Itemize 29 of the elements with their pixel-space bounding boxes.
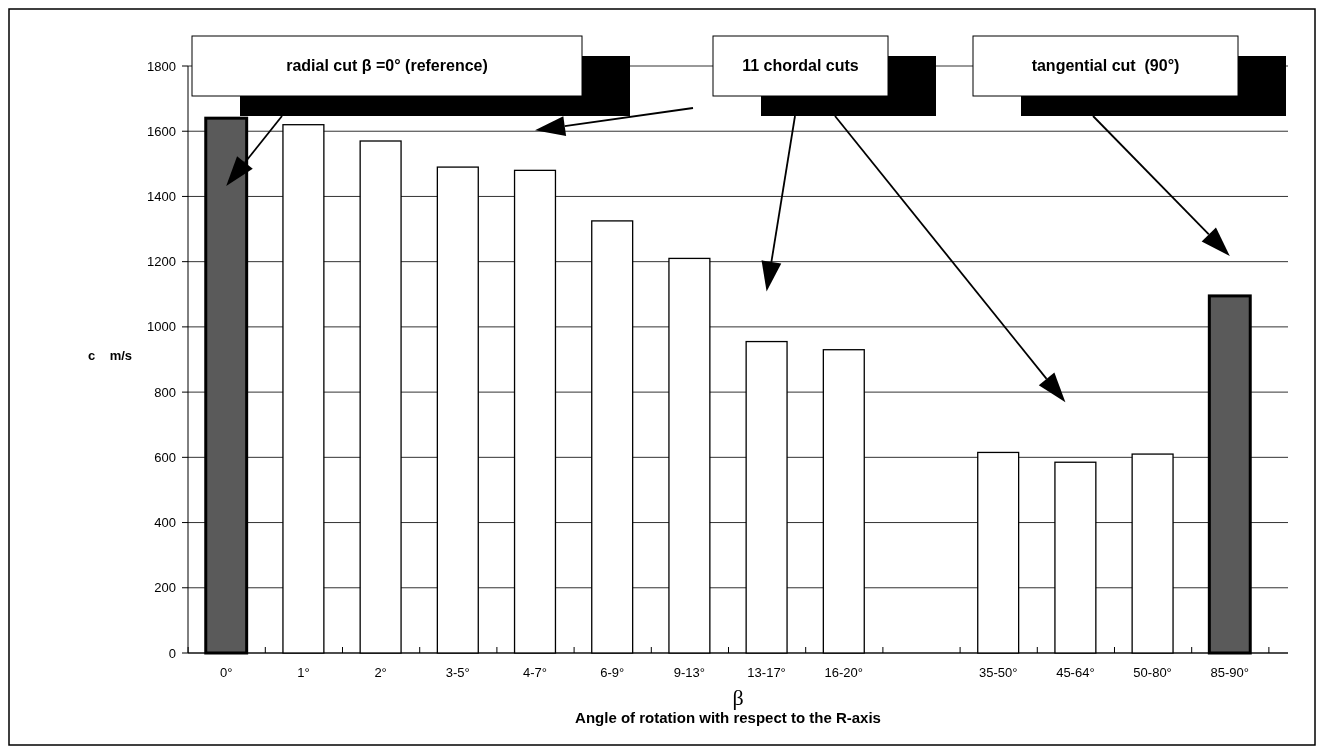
x-tick-label: 13-17°	[747, 665, 786, 680]
y-tick-label: 1200	[147, 254, 176, 270]
y-tick-label: 0	[168, 645, 176, 661]
x-tick-label: 9-13°	[673, 665, 706, 680]
y-tick-label: 600	[154, 449, 176, 465]
y-tick-label: 400	[154, 515, 176, 531]
text: Angle of rotation with respect to the R-axis	[575, 709, 881, 726]
x-tick-label: 4-7°	[523, 665, 548, 680]
x-tick-label: 0°	[219, 665, 233, 680]
x-tick-label: 2°	[374, 665, 387, 680]
x-tick-label: 6-9°	[600, 665, 625, 680]
annotation: radial cut β =0° (reference)	[286, 57, 488, 74]
x-tick-label: 16-20°	[824, 665, 864, 680]
x-tick-label: 35-50°	[978, 665, 1018, 680]
x-tick-label: 1°	[297, 665, 310, 680]
y-axis-title: c m/s	[88, 347, 133, 363]
y-tick-label: 200	[154, 580, 176, 596]
x-tick-label: 3-5°	[445, 665, 470, 680]
x-tick-label: 50-80°	[1133, 665, 1172, 680]
x-axis-title: β	[732, 685, 744, 710]
y-tick-label: 1800	[147, 58, 176, 74]
x-tick-label: 85-90°	[1210, 665, 1250, 680]
y-tick-label: 1000	[147, 319, 176, 335]
x-tick-label: 45-64°	[1056, 665, 1095, 680]
y-tick-label: 1400	[147, 188, 176, 204]
y-tick-label: 800	[154, 384, 176, 400]
annotation: 11 chordal cuts	[742, 57, 859, 74]
y-tick-label: 1600	[147, 123, 176, 139]
annotation: tangential cut (90°)	[1031, 57, 1180, 74]
